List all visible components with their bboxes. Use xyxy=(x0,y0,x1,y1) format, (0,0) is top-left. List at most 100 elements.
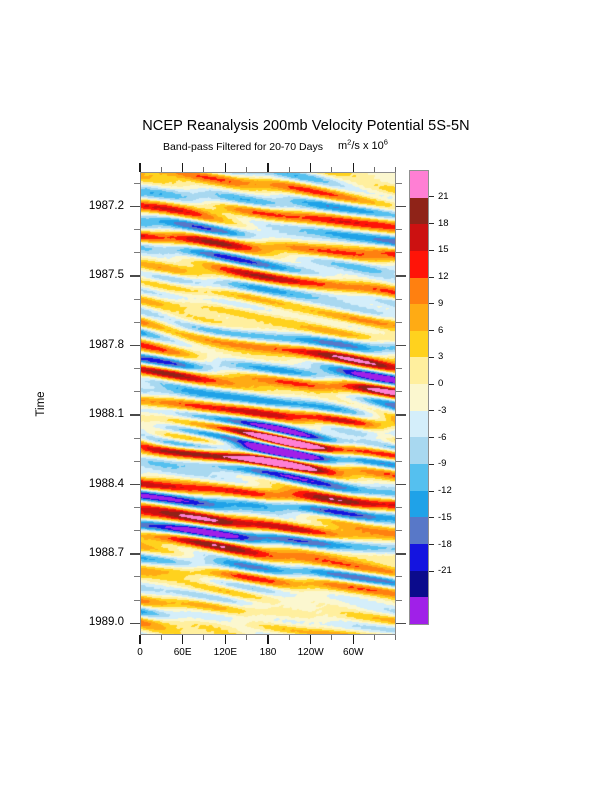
colorbar-swatch-8 xyxy=(410,384,428,411)
colorbar-swatch-2 xyxy=(410,224,428,251)
y-tick-left xyxy=(134,506,140,508)
x-tick-bottom xyxy=(245,635,247,640)
y-tick-right xyxy=(396,599,402,601)
colorbar-tick-9 xyxy=(429,437,434,439)
colorbar-tick-0 xyxy=(429,196,434,198)
colorbar-gradient xyxy=(409,170,429,625)
y-tick-right xyxy=(396,298,402,300)
y-tick-left xyxy=(130,622,140,625)
colorbar-swatch-7 xyxy=(410,357,428,385)
colorbar-tick-8 xyxy=(429,410,434,412)
x-tick-top xyxy=(267,163,269,172)
colorbar-label-11: -12 xyxy=(438,485,452,497)
y-tick-left xyxy=(134,252,140,254)
x-tick-bottom xyxy=(181,635,184,644)
colorbar-tick-11 xyxy=(429,490,434,492)
y-tick-right xyxy=(396,414,406,416)
y-tick-right xyxy=(396,368,402,370)
units-exponent: 2 xyxy=(347,137,352,147)
colorbar-label-0: 21 xyxy=(438,190,449,202)
colorbar-tick-3 xyxy=(429,276,434,278)
colorbar-swatch-11 xyxy=(410,464,428,491)
x-axis-label-3: 180 xyxy=(259,647,277,658)
y-tick-left xyxy=(134,460,140,462)
colorbar-label-13: -18 xyxy=(438,538,452,550)
colorbar-swatch-16 xyxy=(410,597,428,624)
colorbar-tick-2 xyxy=(429,249,434,251)
y-tick-left xyxy=(134,321,140,323)
x-tick-bottom xyxy=(203,635,205,640)
colorbar-label-4: 9 xyxy=(438,297,444,309)
x-tick-top xyxy=(395,167,397,172)
units-power: 6 xyxy=(383,137,388,147)
y-tick-right xyxy=(396,275,406,277)
y-tick-right xyxy=(396,506,402,508)
y-tick-left xyxy=(130,414,140,416)
x-tick-top xyxy=(224,163,227,172)
x-tick-top xyxy=(373,167,375,172)
y-tick-right xyxy=(396,229,402,231)
y-tick-right xyxy=(396,483,406,486)
x-axis-label-2: 120E xyxy=(213,647,237,658)
x-tick-bottom xyxy=(373,635,375,640)
colorbar-label-14: -21 xyxy=(438,565,452,577)
x-tick-bottom xyxy=(309,635,312,644)
colorbar-tick-13 xyxy=(429,544,434,546)
colorbar-swatch-15 xyxy=(410,570,428,598)
y-tick-left xyxy=(134,391,140,393)
y-tick-left xyxy=(130,483,140,486)
colorbar-swatch-3 xyxy=(410,250,428,278)
colorbar-tick-10 xyxy=(429,463,434,465)
x-tick-top xyxy=(203,167,205,172)
colorbar-label-5: 6 xyxy=(438,324,444,336)
units-base: m xyxy=(338,140,348,152)
colorbar-swatch-13 xyxy=(410,517,428,544)
x-tick-top xyxy=(139,163,141,172)
y-tick-left xyxy=(134,298,140,300)
colorbar-label-7: 0 xyxy=(438,378,444,390)
y-tick-right xyxy=(396,622,406,625)
y-tick-left xyxy=(130,206,140,208)
y-tick-left xyxy=(134,530,140,532)
colorbar-swatch-9 xyxy=(410,410,428,438)
y-axis-label-4: 1988.4 xyxy=(88,477,124,490)
y-tick-left xyxy=(134,368,140,370)
y-tick-right xyxy=(396,437,402,439)
colorbar-swatch-14 xyxy=(410,543,428,571)
y-tick-left xyxy=(130,275,140,277)
colorbar-label-2: 15 xyxy=(438,244,449,256)
colorbar-tick-1 xyxy=(429,223,434,225)
colorbar-tick-5 xyxy=(429,330,434,332)
y-tick-right xyxy=(396,460,402,462)
colorbar-swatch-10 xyxy=(410,437,428,465)
colorbar-tick-12 xyxy=(429,517,434,519)
x-axis-label-4: 120W xyxy=(297,647,324,658)
y-tick-left xyxy=(134,437,140,439)
x-tick-top xyxy=(352,163,355,172)
colorbar-label-6: 3 xyxy=(438,351,444,363)
colorbar xyxy=(409,170,429,625)
colorbar-swatch-4 xyxy=(410,277,428,305)
units-label: m2/s x 106 xyxy=(338,137,448,152)
y-axis-label-5: 1988.7 xyxy=(88,546,124,559)
y-tick-right xyxy=(396,391,402,393)
x-tick-top xyxy=(160,167,162,172)
x-axis-label-5: 60W xyxy=(343,647,364,658)
x-tick-top xyxy=(181,163,184,172)
colorbar-swatch-0 xyxy=(410,171,428,198)
colorbar-label-8: -3 xyxy=(438,404,447,416)
colorbar-label-1: 18 xyxy=(438,217,449,229)
colorbar-label-3: 12 xyxy=(438,271,449,283)
y-tick-right xyxy=(396,182,402,184)
y-axis-label-0: 1987.2 xyxy=(88,199,124,212)
y-axis-label-1: 1987.5 xyxy=(88,269,124,282)
y-axis-label-3: 1988.1 xyxy=(88,408,124,421)
y-tick-right xyxy=(396,530,402,532)
colorbar-swatch-5 xyxy=(410,304,428,331)
y-axis-label-6: 1989.0 xyxy=(88,616,124,629)
y-tick-left xyxy=(134,599,140,601)
y-tick-left xyxy=(134,576,140,578)
colorbar-swatch-12 xyxy=(410,490,428,518)
x-tick-bottom xyxy=(331,635,333,640)
